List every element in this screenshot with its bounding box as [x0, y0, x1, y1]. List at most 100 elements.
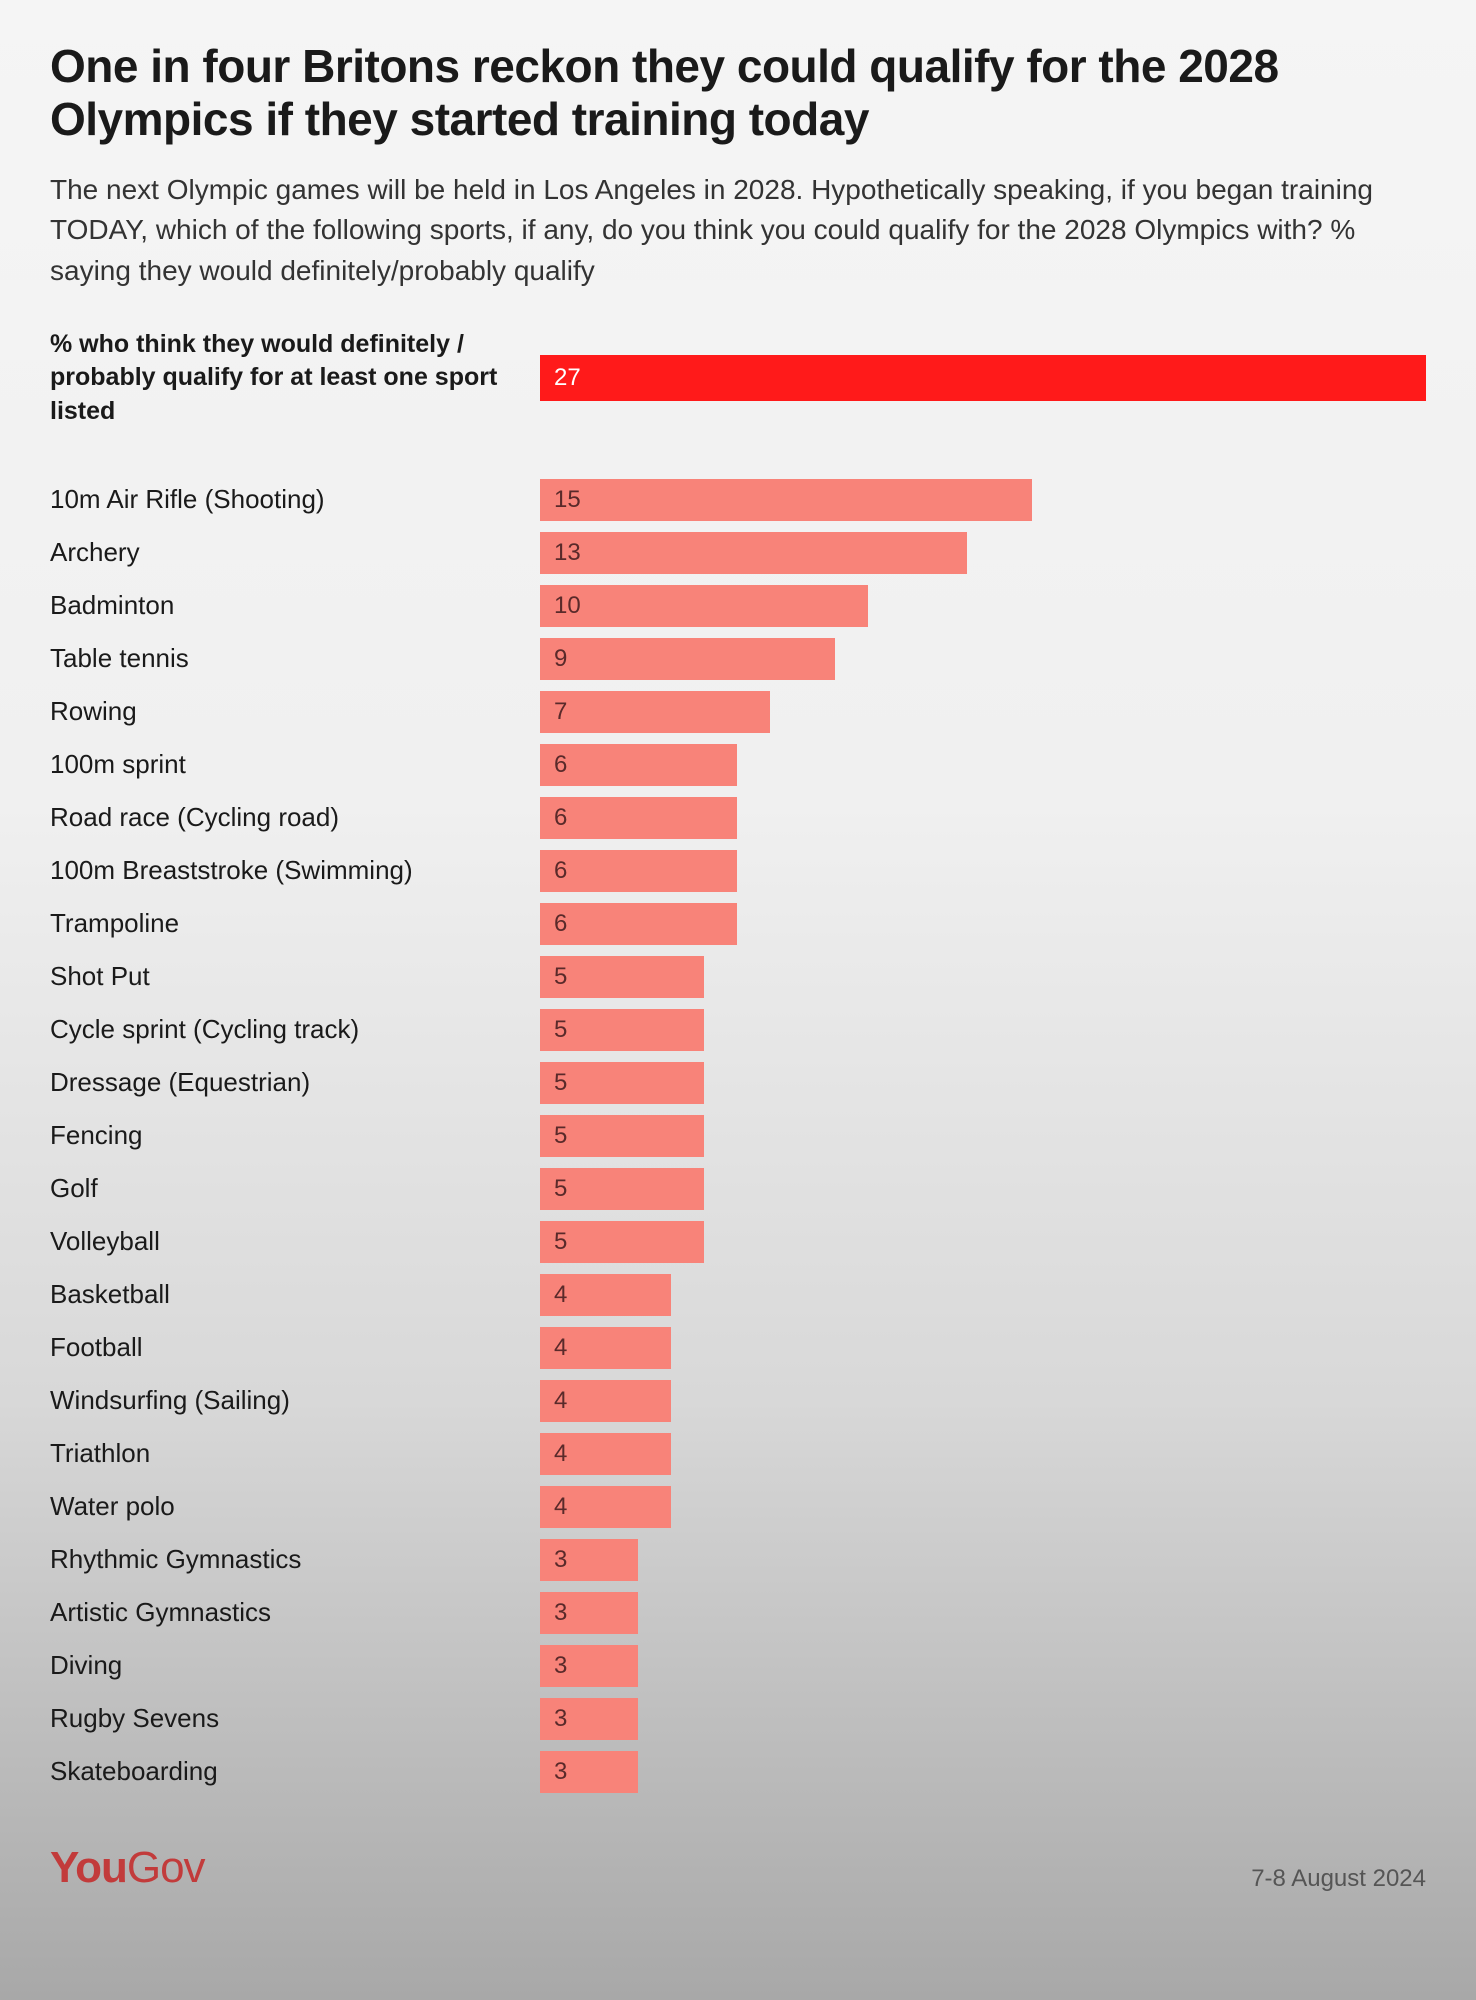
- row-value: 5: [554, 1175, 567, 1203]
- row-value: 4: [554, 1493, 567, 1521]
- row-value: 4: [554, 1387, 567, 1415]
- row-bar-wrap: 4: [540, 1327, 1426, 1369]
- table-row: 100m Breaststroke (Swimming)6: [50, 850, 1426, 892]
- row-bar: 6: [540, 850, 737, 892]
- logo-you: You: [50, 1843, 127, 1892]
- row-value: 3: [554, 1705, 567, 1733]
- row-label: Rowing: [50, 696, 540, 727]
- row-label: Rugby Sevens: [50, 1703, 540, 1734]
- row-bar: 3: [540, 1751, 638, 1793]
- row-bar: 4: [540, 1486, 671, 1528]
- row-value: 4: [554, 1440, 567, 1468]
- row-bar: 7: [540, 691, 770, 733]
- row-bar-wrap: 7: [540, 691, 1426, 733]
- row-bar: 13: [540, 532, 967, 574]
- row-bar: 4: [540, 1380, 671, 1422]
- row-bar-wrap: 5: [540, 1009, 1426, 1051]
- row-value: 6: [554, 751, 567, 779]
- row-bar-wrap: 3: [540, 1645, 1426, 1687]
- row-bar: 4: [540, 1274, 671, 1316]
- row-label: Road race (Cycling road): [50, 802, 540, 833]
- row-value: 6: [554, 804, 567, 832]
- chart-container: One in four Britons reckon they could qu…: [50, 40, 1426, 1893]
- table-row: Golf 5: [50, 1168, 1426, 1210]
- chart-footer: YouGov 7-8 August 2024: [50, 1843, 1426, 1893]
- row-bar: 5: [540, 1062, 704, 1104]
- table-row: Skateboarding 3: [50, 1751, 1426, 1793]
- row-bar-wrap: 3: [540, 1698, 1426, 1740]
- row-label: Windsurfing (Sailing): [50, 1385, 540, 1416]
- row-label: Rhythmic Gymnastics: [50, 1544, 540, 1575]
- row-bar-wrap: 6: [540, 744, 1426, 786]
- row-bar-wrap: 13: [540, 532, 1426, 574]
- row-bar: 6: [540, 903, 737, 945]
- row-label: Volleyball: [50, 1226, 540, 1257]
- row-label: 100m Breaststroke (Swimming): [50, 855, 540, 886]
- row-bar: 4: [540, 1327, 671, 1369]
- row-value: 3: [554, 1758, 567, 1786]
- table-row: Diving3: [50, 1645, 1426, 1687]
- row-bar-wrap: 3: [540, 1751, 1426, 1793]
- row-bar-wrap: 5: [540, 1115, 1426, 1157]
- table-row: Rowing7: [50, 691, 1426, 733]
- row-label: Golf: [50, 1173, 540, 1204]
- row-bar-wrap: 4: [540, 1486, 1426, 1528]
- survey-date: 7-8 August 2024: [1251, 1865, 1426, 1893]
- summary-row: % who think they would definitely / prob…: [50, 328, 1426, 429]
- row-bar: 9: [540, 638, 835, 680]
- row-bar: 15: [540, 479, 1032, 521]
- table-row: Artistic Gymnastics3: [50, 1592, 1426, 1634]
- table-row: Cycle sprint (Cycling track)5: [50, 1009, 1426, 1051]
- table-row: Football 4: [50, 1327, 1426, 1369]
- table-row: Badminton10: [50, 585, 1426, 627]
- table-row: 10m Air Rifle (Shooting) 15: [50, 479, 1426, 521]
- row-label: Archery: [50, 537, 540, 568]
- row-label: Badminton: [50, 590, 540, 621]
- row-bar-wrap: 5: [540, 956, 1426, 998]
- table-row: Fencing 5: [50, 1115, 1426, 1157]
- row-value: 15: [554, 486, 581, 514]
- table-row: Rugby Sevens 3: [50, 1698, 1426, 1740]
- row-bar-wrap: 5: [540, 1062, 1426, 1104]
- table-row: 100m sprint 6: [50, 744, 1426, 786]
- row-value: 5: [554, 1069, 567, 1097]
- row-bar: 5: [540, 1115, 704, 1157]
- row-label: 100m sprint: [50, 749, 540, 780]
- row-label: Fencing: [50, 1120, 540, 1151]
- row-bar: 6: [540, 744, 737, 786]
- row-label: Basketball: [50, 1279, 540, 1310]
- row-value: 13: [554, 539, 581, 567]
- row-value: 5: [554, 1228, 567, 1256]
- summary-bar: 27: [540, 355, 1426, 401]
- row-label: Artistic Gymnastics: [50, 1597, 540, 1628]
- row-bar-wrap: 6: [540, 850, 1426, 892]
- row-label: Skateboarding: [50, 1756, 540, 1787]
- row-bar: 6: [540, 797, 737, 839]
- row-label: Table tennis: [50, 643, 540, 674]
- row-value: 4: [554, 1281, 567, 1309]
- table-row: Windsurfing (Sailing) 4: [50, 1380, 1426, 1422]
- table-row: Table tennis 9: [50, 638, 1426, 680]
- row-label: Diving: [50, 1650, 540, 1681]
- row-value: 5: [554, 1122, 567, 1150]
- row-label: Triathlon: [50, 1438, 540, 1469]
- row-bar-wrap: 15: [540, 479, 1426, 521]
- row-value: 4: [554, 1334, 567, 1362]
- row-value: 3: [554, 1546, 567, 1574]
- row-bar: 4: [540, 1433, 671, 1475]
- row-bar-wrap: 6: [540, 797, 1426, 839]
- row-bar-wrap: 4: [540, 1433, 1426, 1475]
- row-value: 9: [554, 645, 567, 673]
- row-bar-wrap: 3: [540, 1592, 1426, 1634]
- row-bar-wrap: 4: [540, 1380, 1426, 1422]
- chart-rows: 10m Air Rifle (Shooting) 15 Archery 13 Badmi…: [50, 479, 1426, 1793]
- row-bar-wrap: 3: [540, 1539, 1426, 1581]
- table-row: Basketball 4: [50, 1274, 1426, 1316]
- summary-label: % who think they would definitely / prob…: [50, 328, 540, 429]
- table-row: Archery 13: [50, 532, 1426, 574]
- row-bar: 3: [540, 1645, 638, 1687]
- row-bar: 5: [540, 1221, 704, 1263]
- row-label: 10m Air Rifle (Shooting): [50, 484, 540, 515]
- row-value: 5: [554, 963, 567, 991]
- row-label: Football: [50, 1332, 540, 1363]
